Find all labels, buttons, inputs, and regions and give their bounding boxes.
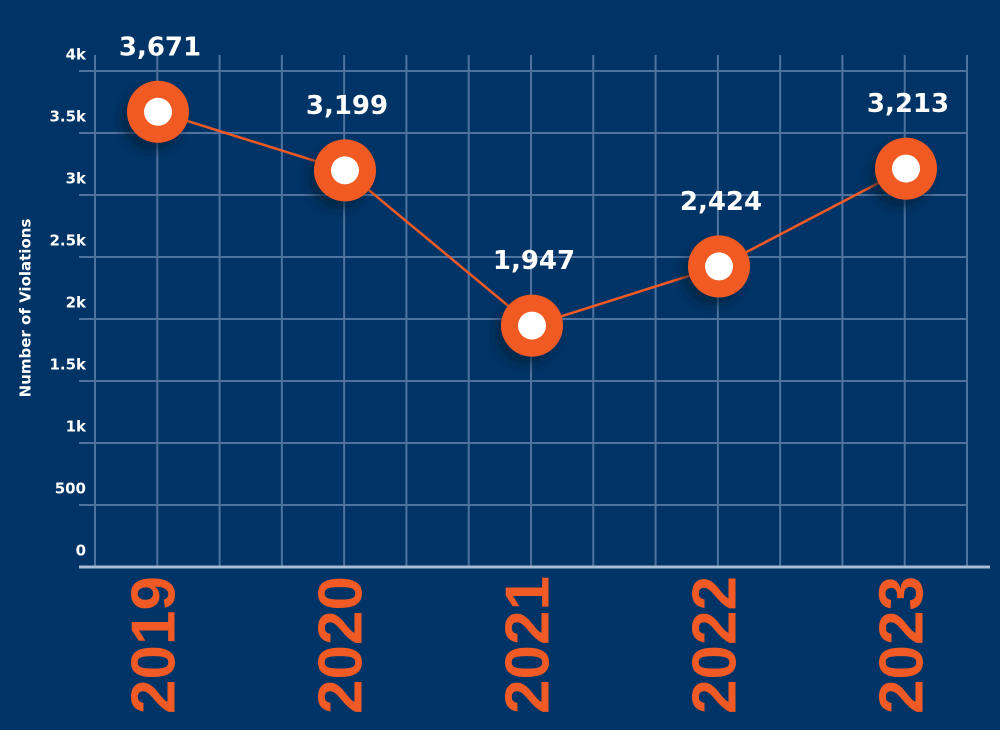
marker-center [705, 252, 733, 281]
x-tick-label: 2021 [493, 576, 562, 714]
y-tick-label: 3k [66, 170, 87, 188]
value-label: 3,213 [867, 89, 949, 119]
vertical-grid [94, 55, 968, 567]
y-axis-label: Number of Violations [17, 219, 35, 398]
y-tick-label: 4k [66, 46, 87, 64]
y-tick-label: 3.5k [49, 108, 87, 126]
x-tick-label: 2022 [680, 576, 749, 714]
marker-center [518, 311, 546, 340]
y-tick-label: 2.5k [49, 232, 87, 250]
x-tick-label: 2019 [119, 576, 188, 714]
y-tick-label: 0 [76, 542, 86, 560]
y-tick-label: 1k [66, 418, 87, 436]
marker-center [144, 97, 172, 126]
y-tick-label: 500 [55, 480, 86, 498]
x-tick-label: 2023 [867, 576, 936, 714]
value-label: 3,671 [119, 32, 201, 62]
value-label: 2,424 [680, 187, 762, 217]
x-tick-label: 2020 [306, 576, 375, 714]
value-label: 3,199 [306, 91, 388, 121]
marker-center [892, 154, 920, 183]
marker-center [331, 156, 359, 185]
y-tick-label: 1.5k [49, 356, 87, 374]
value-label: 1,947 [493, 246, 575, 276]
y-tick-label: 2k [66, 294, 87, 312]
